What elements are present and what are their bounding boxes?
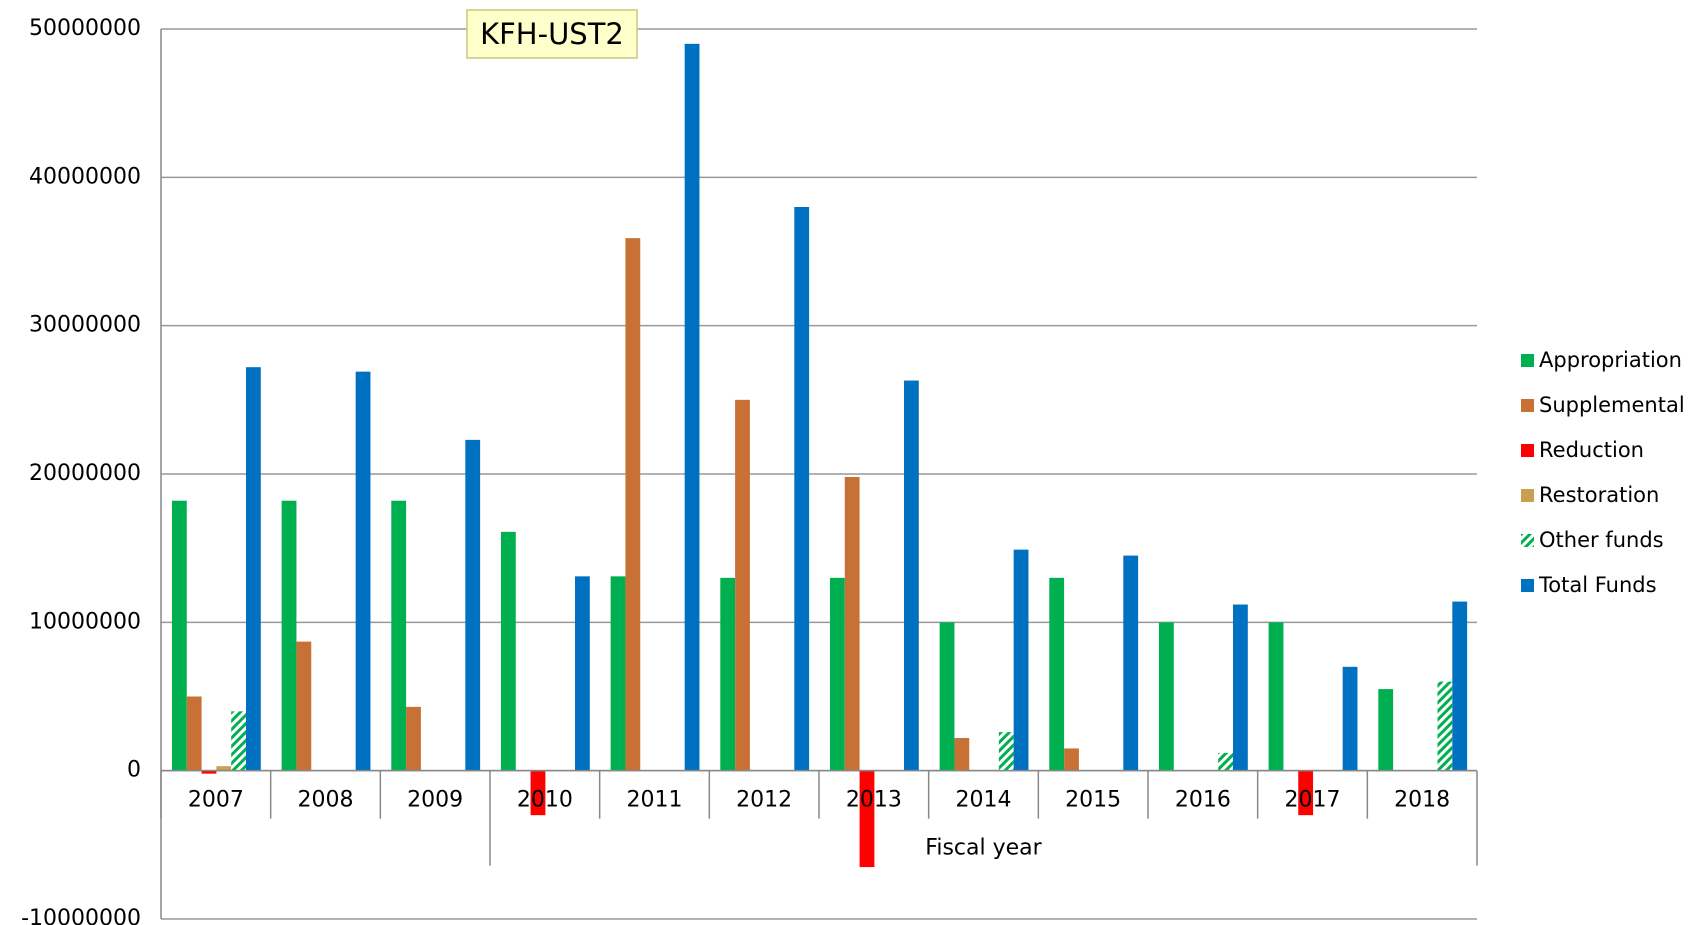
bar	[406, 706, 421, 771]
chart-title: KFH-UST2	[480, 17, 624, 51]
bar	[844, 476, 860, 771]
x-tick-label: 2017	[1285, 788, 1341, 813]
bar	[720, 577, 736, 771]
legend-swatch	[1521, 399, 1534, 412]
x-tick-label: 2009	[407, 788, 463, 813]
title-box	[466, 9, 638, 59]
bar	[1049, 577, 1065, 771]
x-tick-label: 2007	[188, 788, 244, 813]
bar	[1342, 666, 1358, 771]
bar	[231, 711, 246, 771]
legend-label: Other funds	[1539, 528, 1664, 552]
legend-swatch	[1521, 354, 1534, 367]
bar	[391, 500, 407, 771]
y-tick-label: 20000000	[29, 461, 141, 486]
bar	[530, 770, 546, 816]
bar	[355, 371, 371, 771]
bar	[296, 641, 312, 771]
bar	[1378, 689, 1394, 771]
x-tick-label: 2018	[1394, 788, 1450, 813]
y-tick-label: 40000000	[29, 164, 141, 189]
legend-swatch	[1521, 489, 1534, 502]
legend-swatch	[1521, 444, 1534, 457]
bar	[998, 732, 1014, 771]
bar	[1437, 681, 1453, 771]
legend-swatch	[1521, 534, 1534, 547]
x-tick-label: 2015	[1065, 788, 1121, 813]
legend-swatch	[1521, 579, 1534, 592]
x-tick-label: 2016	[1175, 788, 1231, 813]
bar	[281, 500, 297, 771]
bar	[1218, 752, 1233, 771]
x-axis-label: Fiscal year	[925, 836, 1042, 861]
y-tick-label: 0	[127, 758, 141, 783]
y-tick-label: 50000000	[29, 16, 141, 41]
bar	[625, 238, 641, 771]
bar	[1013, 549, 1029, 771]
bar	[574, 576, 590, 771]
bar	[1123, 555, 1139, 771]
bar	[610, 576, 626, 771]
bar	[903, 380, 919, 771]
y-tick-label: 30000000	[29, 313, 141, 338]
bar	[954, 738, 970, 771]
legend-label: Total Funds	[1538, 573, 1657, 597]
y-tick-label: 10000000	[29, 609, 141, 634]
bar	[939, 622, 955, 771]
x-tick-label: 2010	[517, 788, 573, 813]
bar	[1268, 622, 1284, 771]
y-tick-label: -10000000	[21, 906, 141, 925]
x-tick-label: 2012	[736, 788, 792, 813]
bar	[216, 766, 232, 771]
bar	[1452, 601, 1468, 771]
bar	[1158, 622, 1174, 771]
bar	[500, 531, 516, 771]
bar	[465, 439, 481, 771]
legend-label: Reduction	[1539, 438, 1644, 462]
legend-label: Supplemental	[1539, 393, 1685, 417]
bar	[171, 500, 187, 771]
bar	[684, 43, 700, 771]
bar	[1298, 770, 1314, 816]
x-tick-label: 2014	[956, 788, 1012, 813]
bar	[1232, 604, 1248, 771]
bar	[794, 207, 810, 771]
x-tick-label: 2011	[627, 788, 683, 813]
legend-label: Restoration	[1539, 483, 1659, 507]
x-tick-label: 2013	[846, 788, 902, 813]
legend-label: Appropriation	[1539, 348, 1682, 372]
bar	[829, 577, 845, 771]
bar	[735, 399, 750, 771]
bar	[1064, 748, 1079, 771]
bar	[859, 770, 875, 868]
bar	[201, 770, 217, 774]
x-tick-label: 2008	[298, 788, 354, 813]
bar	[186, 696, 202, 771]
bar	[245, 367, 261, 771]
